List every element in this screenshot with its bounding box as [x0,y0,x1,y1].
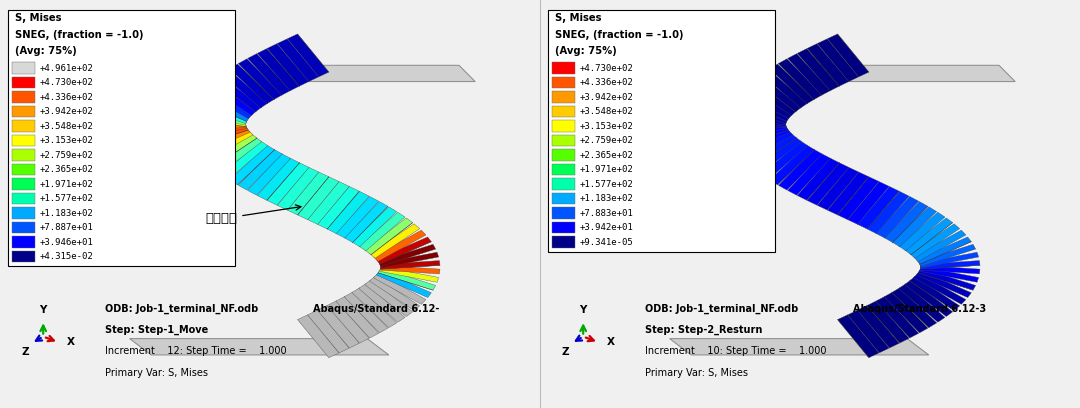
Text: +3.946e+01: +3.946e+01 [40,237,93,246]
Text: +4.730e+02: +4.730e+02 [579,64,633,73]
Polygon shape [670,339,929,355]
Bar [552,236,575,248]
Bar [13,251,35,262]
Text: +2.759e+02: +2.759e+02 [579,136,633,145]
Text: +3.548e+02: +3.548e+02 [40,122,93,131]
Bar [552,193,575,204]
Bar [13,62,35,74]
Text: +1.577e+02: +1.577e+02 [40,194,93,203]
Text: +2.365e+02: +2.365e+02 [40,165,93,174]
Text: Step: Step-1_Move: Step: Step-1_Move [106,325,208,335]
Text: +4.336e+02: +4.336e+02 [579,78,633,87]
Bar [13,207,35,219]
Bar [13,164,35,175]
Text: +1.183e+02: +1.183e+02 [579,194,633,203]
Bar [552,120,575,132]
Text: ODB: Job-1_terminal_NF.odb: ODB: Job-1_terminal_NF.odb [106,304,258,314]
Text: +3.942e+02: +3.942e+02 [579,93,633,102]
Bar [9,10,235,266]
Text: +3.153e+02: +3.153e+02 [40,136,93,145]
Text: +3.548e+02: +3.548e+02 [579,107,633,116]
Text: Z: Z [21,347,29,357]
Text: Abaqus/Standard 6.12-3: Abaqus/Standard 6.12-3 [853,304,986,314]
Polygon shape [805,65,1015,82]
Text: +4.315e-02: +4.315e-02 [40,252,93,261]
Text: +3.153e+02: +3.153e+02 [579,122,633,131]
Text: +4.961e+02: +4.961e+02 [40,64,93,73]
Text: +1.577e+02: +1.577e+02 [579,180,633,188]
Text: +1.971e+02: +1.971e+02 [40,180,93,188]
Bar [13,135,35,146]
Bar [552,164,575,175]
Bar [549,10,775,251]
Text: +4.730e+02: +4.730e+02 [40,78,93,87]
Text: Primary Var: S, Mises: Primary Var: S, Mises [106,368,208,378]
Bar [552,62,575,74]
Bar [552,135,575,146]
Text: S, Mises: S, Mises [15,13,62,24]
Bar [552,178,575,190]
Polygon shape [265,65,475,82]
Bar [13,149,35,161]
Bar [13,236,35,248]
Text: S, Mises: S, Mises [555,13,602,24]
Bar [552,149,575,161]
Text: (Avg: 75%): (Avg: 75%) [15,46,77,56]
Bar [552,106,575,118]
Bar [13,193,35,204]
Text: SNEG, (fraction = -1.0): SNEG, (fraction = -1.0) [15,30,143,40]
Text: Increment    12: Step Time =    1.000: Increment 12: Step Time = 1.000 [106,346,287,357]
Bar [13,178,35,190]
Text: +3.942e+02: +3.942e+02 [40,107,93,116]
Text: Increment    10: Step Time =    1.000: Increment 10: Step Time = 1.000 [646,346,827,357]
Text: 屈服区域: 屈服区域 [205,205,301,225]
Bar [13,120,35,132]
Text: +2.365e+02: +2.365e+02 [579,151,633,160]
Bar [552,77,575,89]
Text: Y: Y [40,305,46,315]
Text: X: X [606,337,615,347]
Text: +2.759e+02: +2.759e+02 [40,151,93,160]
Polygon shape [130,339,389,355]
Text: +9.341e-05: +9.341e-05 [579,237,633,246]
Bar [13,106,35,118]
Bar [13,77,35,89]
Text: ODB: Job-1_terminal_NF.odb: ODB: Job-1_terminal_NF.odb [646,304,798,314]
Bar [13,222,35,233]
Text: (Avg: 75%): (Avg: 75%) [555,46,617,56]
Text: +7.887e+01: +7.887e+01 [40,223,93,232]
Text: Z: Z [561,347,569,357]
Bar [552,207,575,219]
Text: +7.883e+01: +7.883e+01 [579,208,633,217]
Bar [13,91,35,103]
Text: Y: Y [580,305,586,315]
Bar [552,91,575,103]
Text: +4.336e+02: +4.336e+02 [40,93,93,102]
Text: +1.183e+02: +1.183e+02 [40,208,93,217]
Text: Primary Var: S, Mises: Primary Var: S, Mises [646,368,748,378]
Text: +3.942e+01: +3.942e+01 [579,223,633,232]
Bar [552,222,575,233]
Text: SNEG, (fraction = -1.0): SNEG, (fraction = -1.0) [555,30,683,40]
Text: Abaqus/Standard 6.12-: Abaqus/Standard 6.12- [313,304,440,314]
Text: +1.971e+02: +1.971e+02 [579,165,633,174]
Text: X: X [66,337,75,347]
Text: Step: Step-2_Resturn: Step: Step-2_Resturn [646,325,762,335]
